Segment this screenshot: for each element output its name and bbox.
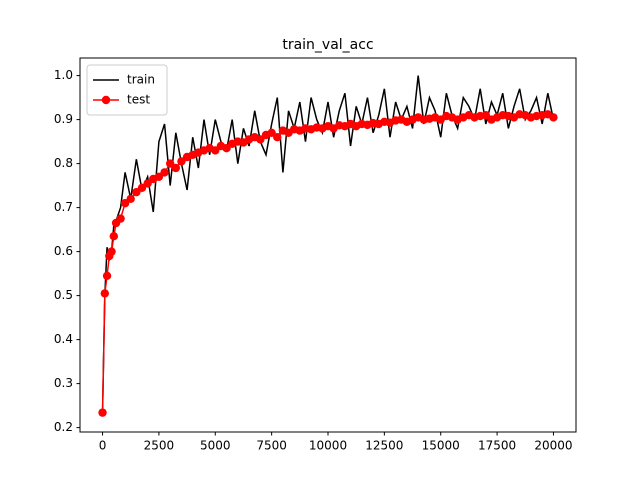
series-marker	[177, 157, 186, 166]
chart-title: train_val_acc	[282, 37, 373, 53]
series-marker	[256, 135, 265, 144]
series-marker	[116, 214, 125, 223]
legend-label: test	[127, 93, 150, 107]
x-tick-label: 2500	[144, 439, 175, 453]
series-marker	[109, 232, 119, 241]
series-marker	[154, 172, 164, 181]
y-tick-label: 0.5	[54, 288, 73, 302]
series-marker	[211, 146, 220, 155]
series-marker	[273, 133, 282, 142]
x-tick-label: 20000	[534, 439, 572, 453]
series-marker	[137, 183, 147, 192]
legend-label: train	[127, 73, 155, 87]
x-tick-label: 15000	[422, 439, 460, 453]
plot-frame	[79, 57, 577, 433]
series-marker	[102, 271, 112, 280]
series-marker	[549, 113, 558, 122]
series-marker	[120, 199, 130, 208]
series-marker	[165, 159, 175, 168]
series-marker	[481, 111, 491, 120]
y-tick-label: 1.0	[54, 68, 73, 82]
series-marker	[107, 247, 116, 256]
x-tick-label: 0	[99, 439, 107, 453]
series-marker	[267, 128, 276, 137]
x-tick-label: 10000	[309, 439, 347, 453]
y-tick-label: 0.4	[54, 332, 73, 346]
legend: train test	[86, 64, 168, 116]
series-marker	[143, 179, 152, 188]
series-marker	[171, 163, 181, 173]
series-marker	[100, 289, 110, 298]
series-marker	[132, 188, 141, 197]
y-tick-label: 0.8	[54, 156, 73, 170]
y-tick-label: 0.6	[54, 244, 73, 258]
x-tick-label: 12500	[365, 439, 403, 453]
series-marker	[160, 168, 169, 177]
y-tick-label: 0.7	[54, 200, 73, 214]
y-tick-label: 0.3	[54, 376, 73, 390]
series-marker	[222, 144, 231, 153]
legend-marker	[101, 95, 111, 105]
y-tick-label: 0.9	[54, 112, 73, 126]
series-marker	[98, 408, 107, 417]
series-marker	[126, 194, 135, 203]
x-tick-label: 7500	[256, 439, 287, 453]
y-tick-label: 0.2	[54, 420, 73, 434]
x-tick-label: 17500	[478, 439, 516, 453]
x-tick-label: 5000	[200, 439, 231, 453]
